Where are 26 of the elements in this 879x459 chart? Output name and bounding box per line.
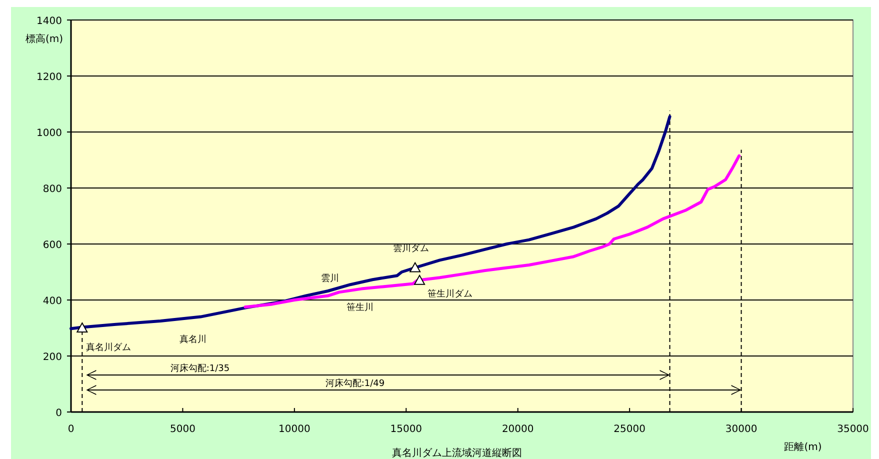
- annotation: 河床勾配:1/49: [325, 378, 385, 389]
- x-tick-label: 30000: [725, 424, 758, 435]
- x-tick-label: 0: [68, 424, 74, 435]
- y-tick-label: 0: [56, 408, 62, 419]
- x-axis-title: 距離(m): [784, 441, 822, 453]
- annotation: 河床勾配:1/35: [170, 363, 230, 374]
- annotation: 笹生川ダム: [428, 288, 473, 300]
- y-tick-label: 200: [42, 352, 62, 363]
- text: 真名川ダム上流域河道縦断図: [392, 447, 522, 459]
- y-tick-label: 600: [42, 240, 62, 251]
- y-tick-label: 1400: [36, 16, 62, 27]
- y-tick-label: 400: [42, 296, 62, 307]
- annotation: 真名川ダム: [86, 342, 132, 353]
- annotation: 真名川: [180, 334, 206, 345]
- y-tick-label: 800: [42, 184, 62, 195]
- x-tick-label: 10000: [278, 424, 310, 435]
- y-tick-label: 1200: [36, 72, 62, 83]
- annotation: 笹生川: [346, 302, 374, 313]
- y-axis-title: 標高(m): [25, 33, 64, 45]
- x-tick-label: 5000: [170, 424, 196, 435]
- x-tick-label: 25000: [614, 424, 646, 435]
- x-tick-label: 15000: [390, 424, 422, 435]
- x-tick-label: 20000: [502, 424, 534, 435]
- y-tick-label: 1000: [36, 128, 62, 139]
- annotation: 雲川: [321, 273, 339, 284]
- x-tick-label: 35000: [837, 424, 869, 435]
